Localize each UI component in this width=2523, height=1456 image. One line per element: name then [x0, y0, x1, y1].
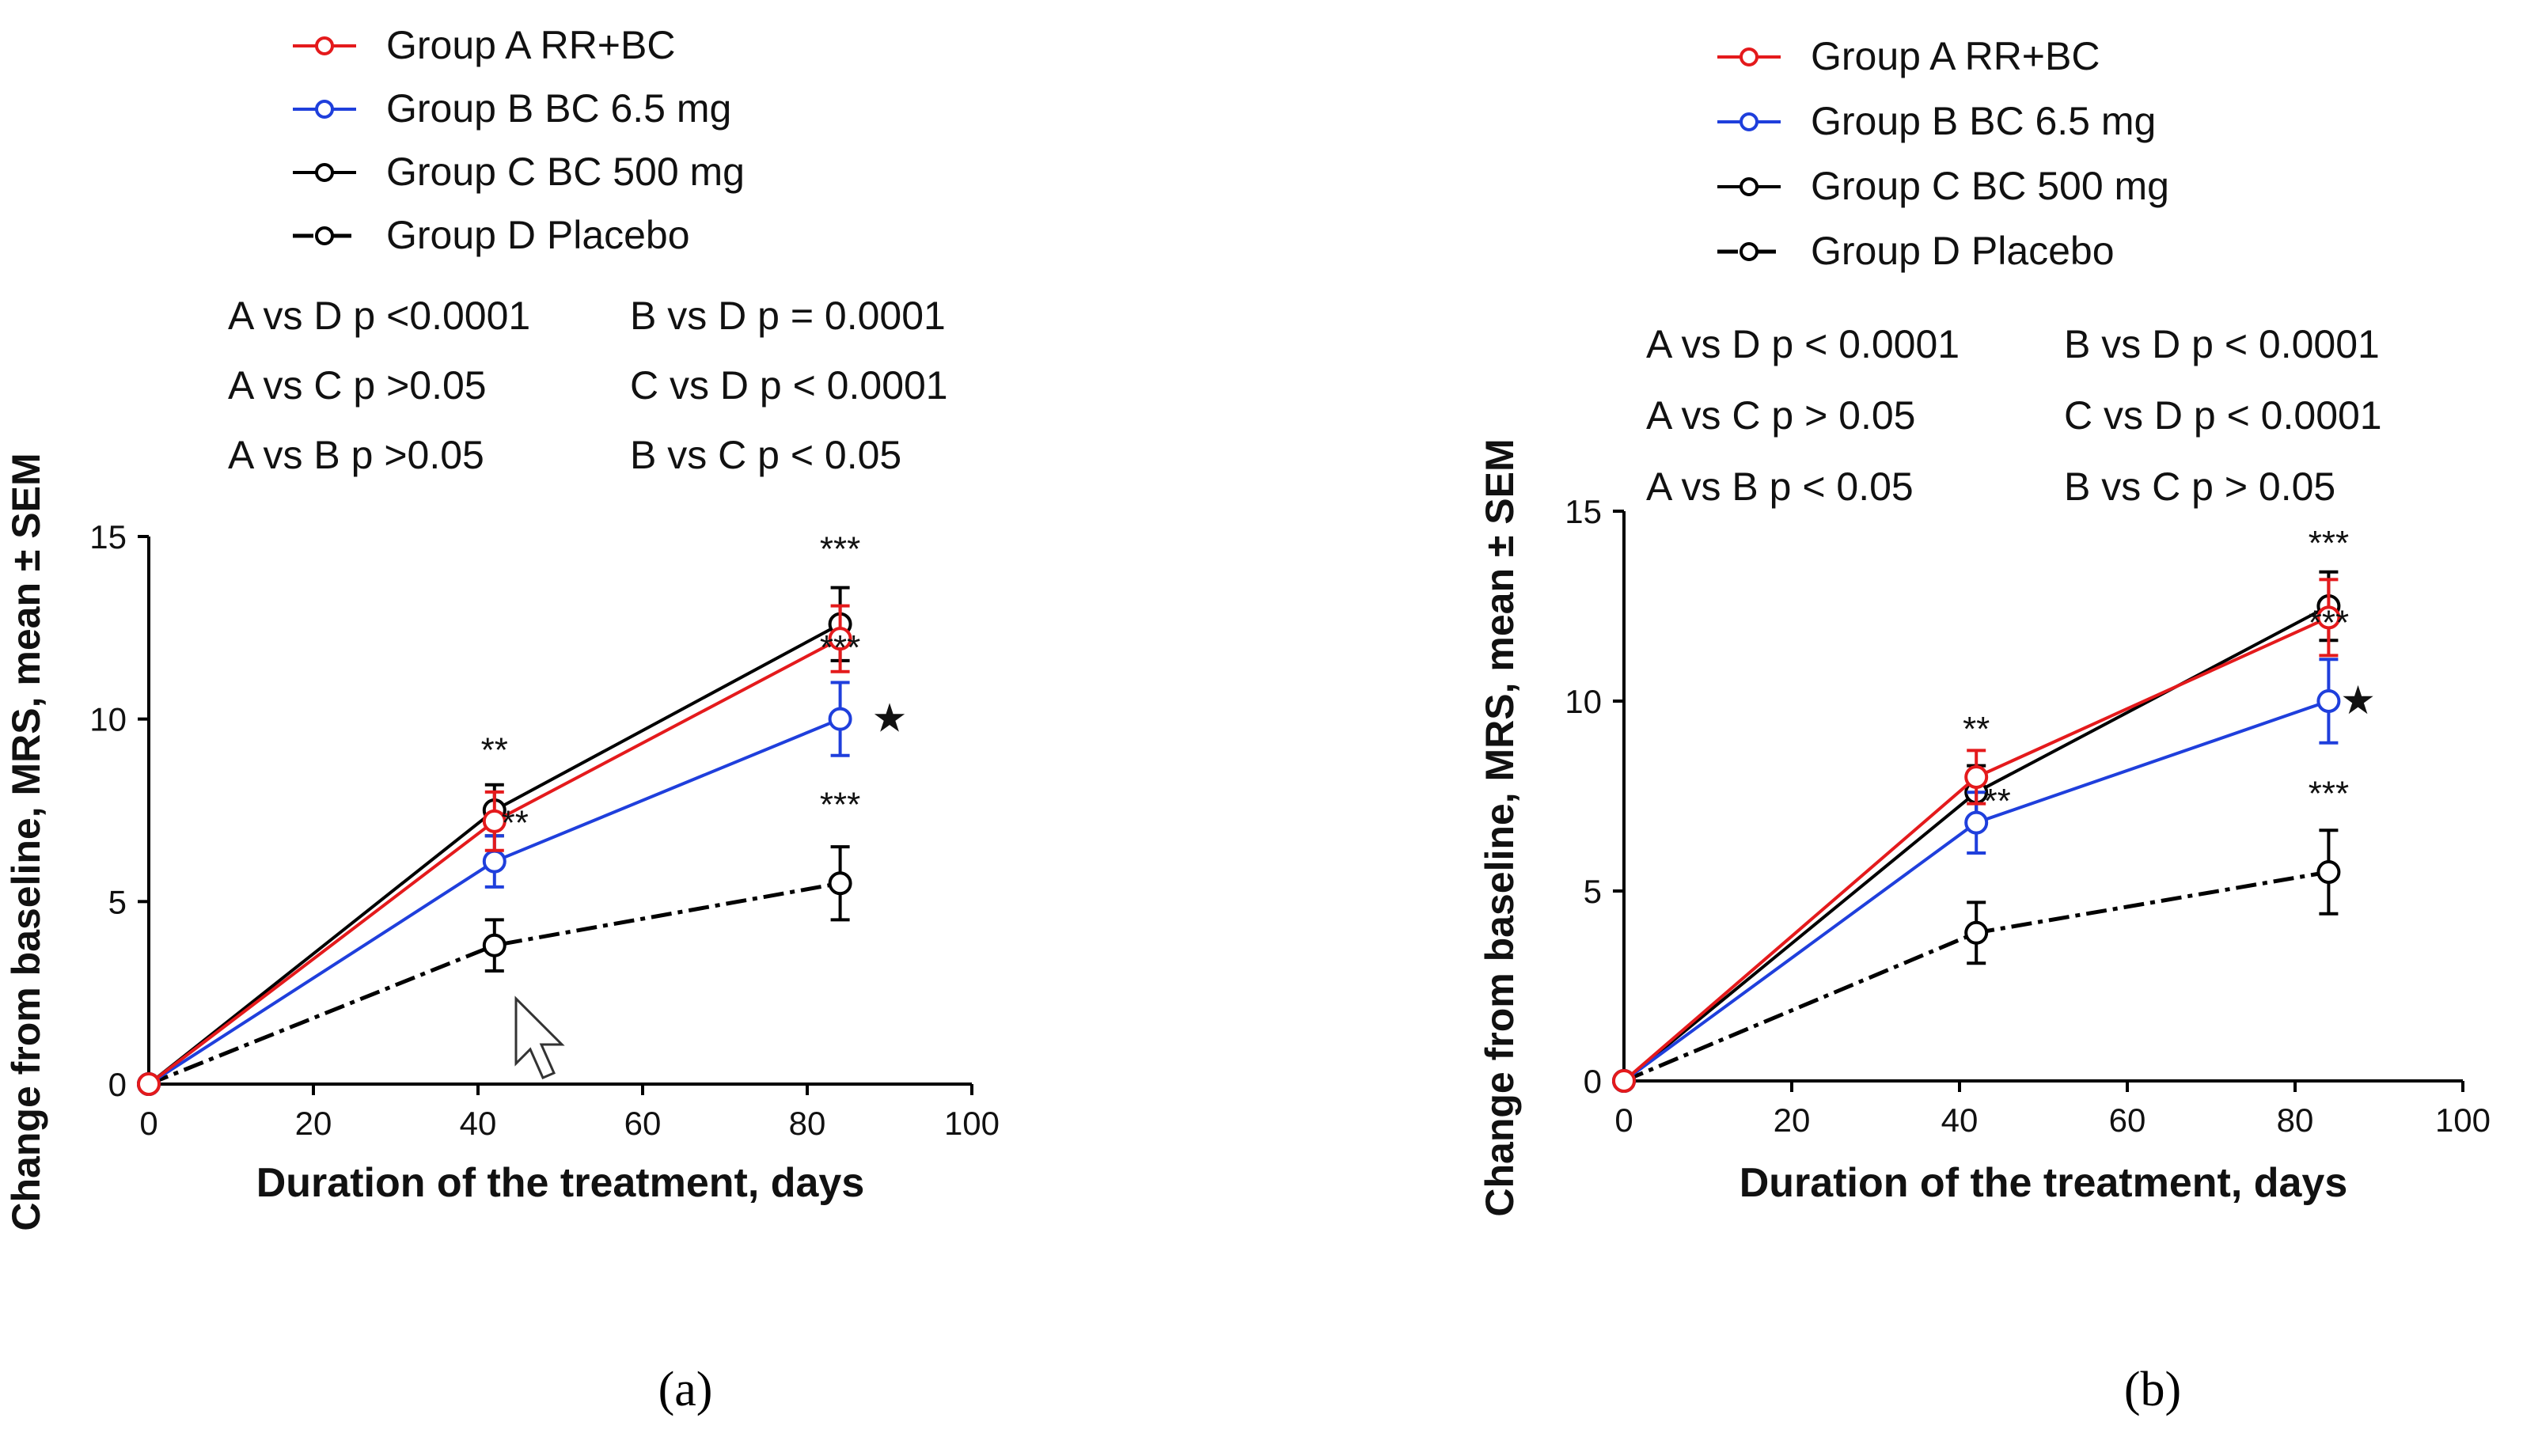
legend-label: Group B BC 6.5 mg [1811, 99, 2156, 143]
x-axis-title: Duration of the treatment, days [1740, 1160, 2348, 1206]
x-tick-label: 80 [2277, 1101, 2314, 1139]
significance-mark: ★ [2340, 678, 2376, 722]
series-a [137, 604, 852, 1096]
significance-mark: ** [1963, 710, 1990, 749]
stat-text: A vs D p <0.0001 [228, 294, 530, 338]
data-point [1964, 920, 1989, 945]
data-point [482, 849, 506, 874]
y-tick-label: 15 [1565, 493, 1602, 530]
legend-marker [1740, 112, 1759, 131]
x-tick-label: 60 [2109, 1101, 2146, 1139]
legend-label: Group B BC 6.5 mg [386, 86, 731, 131]
stat-text: A vs B p >0.05 [228, 433, 484, 477]
legend-entry: Group D Placebo [293, 213, 690, 257]
stat-text: B vs C p < 0.05 [630, 433, 901, 477]
legend-label: Group D Placebo [386, 213, 690, 257]
stat-text: A vs D p < 0.0001 [1646, 322, 1960, 366]
legend-entry: Group B BC 6.5 mg [1717, 99, 2156, 143]
data-point [828, 707, 852, 731]
data-point [482, 933, 506, 957]
legend-marker [315, 36, 334, 55]
stat-text: A vs B p < 0.05 [1646, 464, 1914, 509]
stat-text: B vs D p < 0.0001 [2064, 322, 2380, 366]
significance-mark: *** [820, 786, 860, 825]
data-point [482, 809, 506, 833]
stat-text: A vs C p > 0.05 [1646, 393, 1915, 438]
legend-label: Group A RR+BC [1811, 34, 2100, 78]
data-point [828, 627, 852, 651]
data-point [828, 871, 852, 896]
y-tick-label: 15 [89, 518, 127, 555]
x-tick-label: 0 [139, 1105, 157, 1142]
significance-mark: ** [481, 730, 508, 769]
legend-label: Group C BC 500 mg [386, 150, 745, 194]
legend-entry: Group C BC 500 mg [1717, 164, 2169, 208]
legend-marker [315, 100, 334, 119]
legend-entry: Group A RR+BC [293, 23, 675, 67]
x-tick-label: 100 [944, 1105, 1000, 1142]
panel-label: (a) [658, 1363, 713, 1416]
data-point [1964, 810, 1989, 835]
significance-mark: *** [2309, 524, 2349, 563]
legend-entry: Group A RR+BC [1717, 34, 2100, 78]
legend-marker [315, 226, 334, 245]
x-tick-label: 20 [1774, 1101, 1811, 1139]
legend-label: Group C BC 500 mg [1811, 164, 2169, 208]
y-axis-title: Change from baseline, MRS, mean ± SEM [1478, 438, 1522, 1216]
mouse-cursor-icon [514, 995, 565, 1079]
stat-text: C vs D p < 0.0001 [630, 363, 948, 408]
legend-label: Group D Placebo [1811, 229, 2115, 273]
series-line [148, 881, 841, 1086]
legend-marker [315, 163, 334, 182]
y-axis-title: Change from baseline, MRS, mean ± SEM [4, 453, 48, 1230]
chart-panel-a: Group A RR+BC Group B BC 6.5 mg Group C BC… [4, 23, 1000, 1416]
y-tick-label: 10 [1565, 683, 1602, 720]
x-tick-label: 100 [2435, 1101, 2491, 1139]
y-tick-label: 0 [1584, 1063, 1602, 1100]
legend-marker [1740, 177, 1759, 196]
significance-mark: ** [502, 804, 529, 843]
significance-mark: ★ [872, 696, 908, 741]
x-tick-label: 0 [1614, 1101, 1633, 1139]
significance-mark: *** [820, 628, 860, 667]
panel-label: (b) [2124, 1363, 2181, 1416]
legend-entry: Group C BC 500 mg [293, 150, 745, 194]
legend-entry: Group B BC 6.5 mg [293, 86, 731, 131]
stat-text: C vs D p < 0.0001 [2064, 393, 2382, 438]
y-tick-label: 0 [108, 1066, 127, 1103]
data-point [2316, 689, 2341, 713]
significance-mark: *** [2309, 775, 2349, 813]
legend-marker [1740, 47, 1759, 66]
data-point [2316, 605, 2341, 630]
data-point [1612, 1069, 1636, 1093]
y-tick-label: 10 [89, 701, 127, 738]
legend-label: Group A RR+BC [386, 23, 675, 67]
stat-text: B vs D p = 0.0001 [630, 294, 946, 338]
y-tick-label: 5 [108, 883, 127, 920]
stat-text: B vs C p > 0.05 [2064, 464, 2335, 509]
x-tick-label: 40 [1941, 1101, 1979, 1139]
stat-text: A vs C p >0.05 [228, 363, 487, 408]
y-tick-label: 5 [1584, 873, 1602, 910]
significance-mark: *** [820, 530, 860, 569]
x-tick-label: 20 [295, 1105, 332, 1142]
x-tick-label: 40 [460, 1105, 497, 1142]
x-tick-label: 80 [789, 1105, 826, 1142]
legend-marker [1740, 242, 1759, 261]
x-tick-label: 60 [624, 1105, 662, 1142]
legend-entry: Group D Placebo [1717, 229, 2115, 273]
series-a [1612, 578, 2341, 1093]
data-point [2316, 860, 2341, 884]
series-d [1612, 828, 2341, 1093]
significance-mark: *** [2309, 604, 2349, 643]
significance-mark: ** [1984, 782, 2011, 821]
x-axis-title: Duration of the treatment, days [256, 1160, 865, 1206]
data-point [1964, 765, 1989, 789]
data-point [137, 1072, 161, 1096]
chart-panel-b: Group A RR+BC Group B BC 6.5 mg Group C BC… [1478, 34, 2491, 1416]
